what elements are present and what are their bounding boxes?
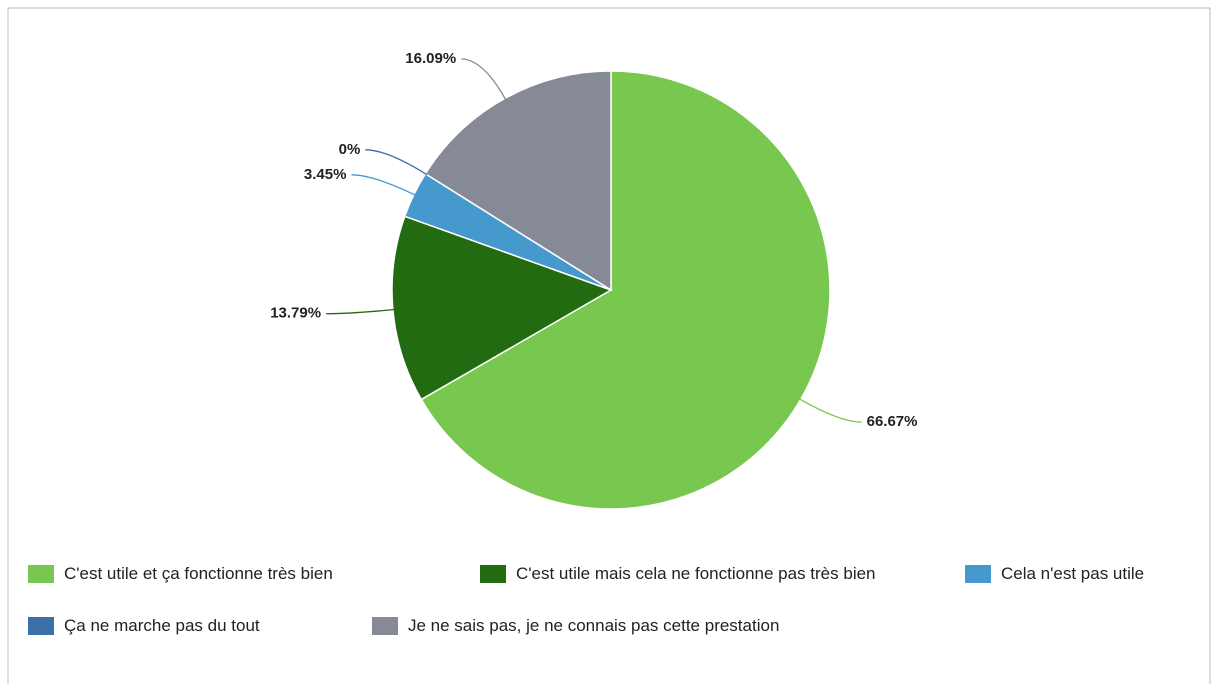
legend-item: C'est utile et ça fonctionne très bien (28, 563, 448, 585)
legend-swatch (372, 617, 398, 635)
legend-swatch (28, 617, 54, 635)
leader-line (461, 58, 507, 101)
legend-label: C'est utile mais cela ne fonctionne pas … (516, 564, 876, 583)
legend-item: C'est utile mais cela ne fonctionne pas … (480, 563, 930, 585)
legend-swatch (965, 565, 991, 583)
leader-line (365, 149, 428, 176)
data-label: 16.09% (405, 50, 456, 67)
leader-line (351, 174, 417, 196)
leader-line (798, 397, 862, 423)
legend-swatch (28, 565, 54, 583)
legend-label: Ça ne marche pas du tout (64, 616, 260, 635)
legend-label: C'est utile et ça fonctionne très bien (64, 564, 333, 583)
data-label: 0% (339, 141, 361, 158)
legend-swatch (480, 565, 506, 583)
data-label: 13.79% (270, 305, 321, 322)
legend-label: Cela n'est pas utile (1001, 564, 1145, 583)
legend-item: Ça ne marche pas du tout (28, 615, 358, 637)
leader-line (326, 308, 395, 315)
frame (7, 7, 1211, 684)
legend-label: Je ne sais pas, je ne connais pas cette … (408, 616, 780, 635)
data-label: 66.67% (867, 413, 918, 430)
legend-item: Je ne sais pas, je ne connais pas cette … (372, 615, 822, 637)
legend-item: Cela n'est pas utile (965, 563, 1205, 585)
data-label: 3.45% (304, 166, 347, 183)
